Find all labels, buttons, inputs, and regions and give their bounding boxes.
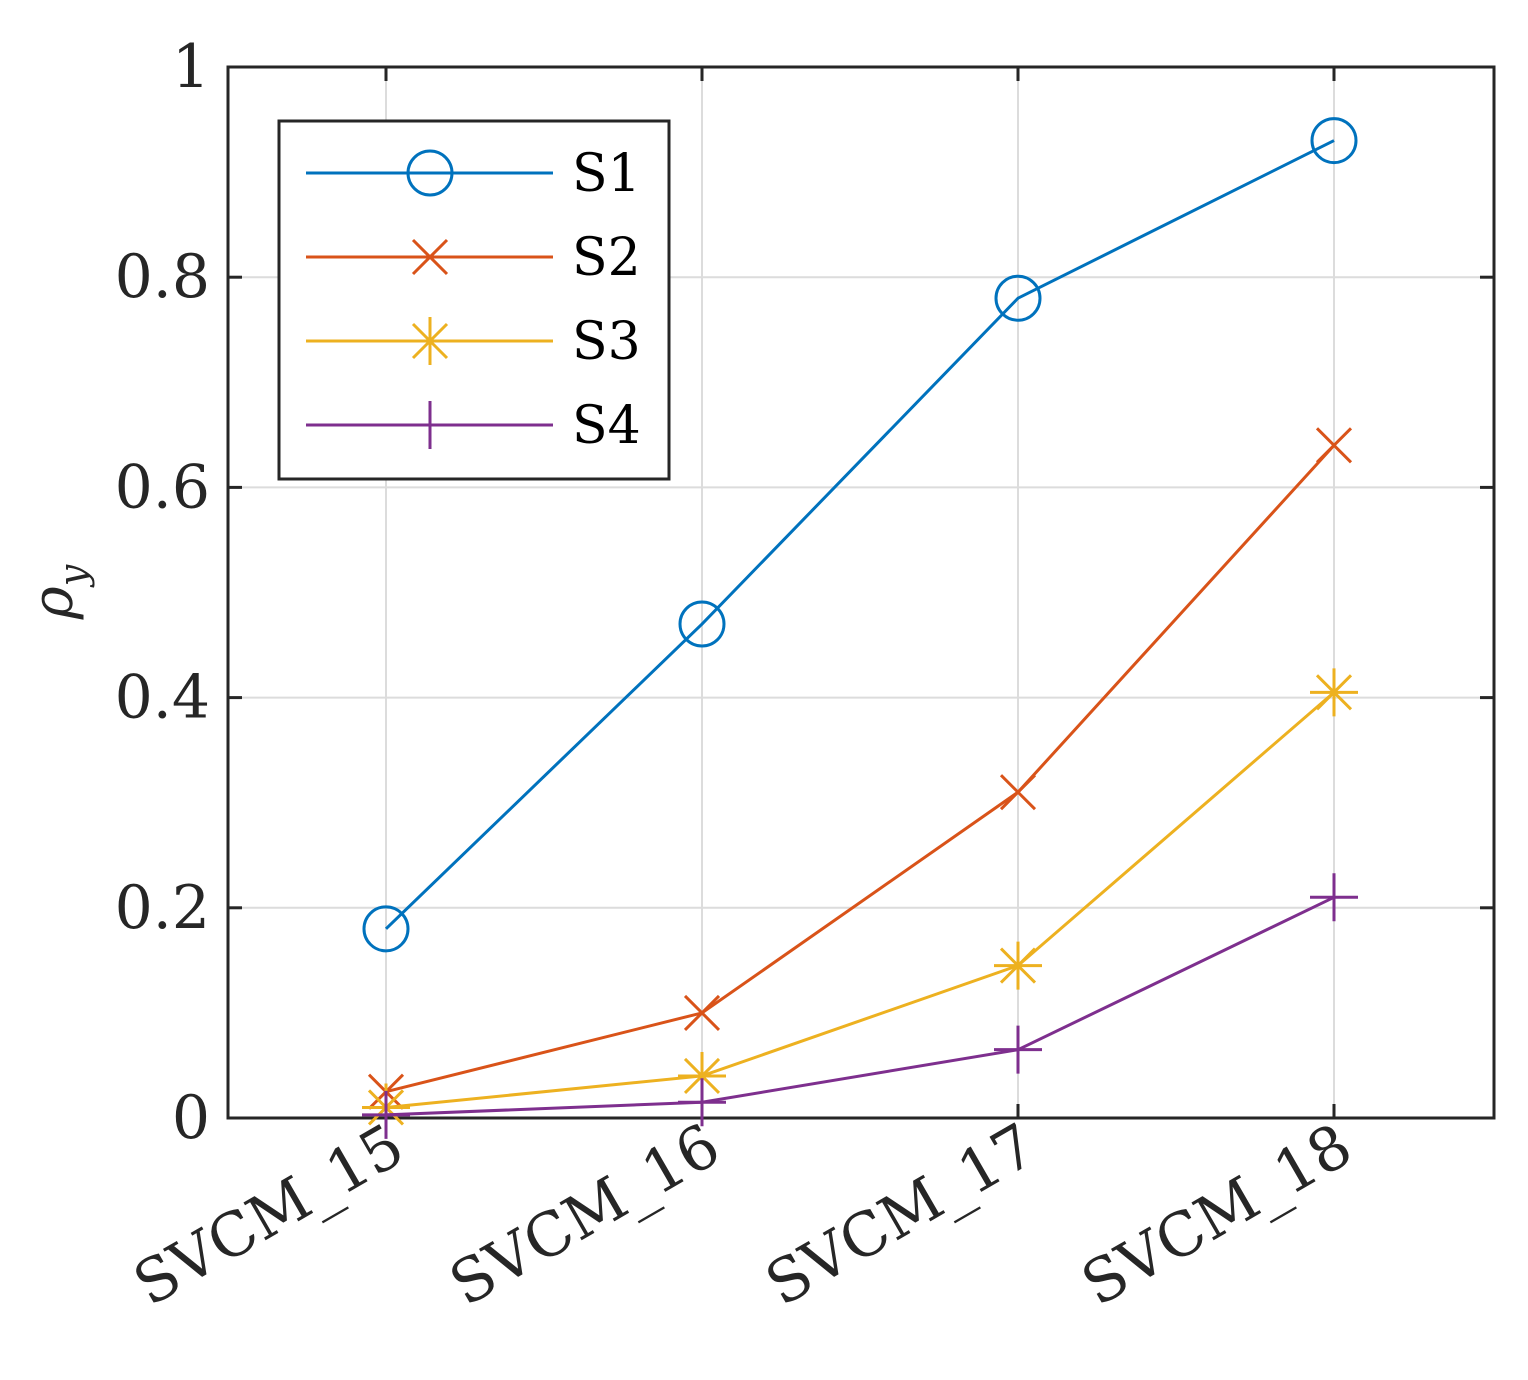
y-tick-label: 0.4 <box>115 663 210 733</box>
series-line-S2 <box>385 444 1336 1094</box>
legend-marker <box>406 317 454 365</box>
legend-item-S1: S1 <box>306 144 641 204</box>
legend-label: S1 <box>572 144 641 204</box>
y-tick-label: 0.2 <box>115 873 210 943</box>
legend-marker <box>411 238 449 276</box>
series-S1 <box>362 117 1358 953</box>
legend-marker <box>406 149 454 197</box>
series-line-S4 <box>385 895 1335 1117</box>
data-point-S2 <box>999 774 1037 811</box>
legend-item-S2: S2 <box>306 228 641 288</box>
y-tick-label: 0.8 <box>115 242 210 312</box>
legend-items: S1 S2 S3 S4 <box>306 144 641 456</box>
legend-marker <box>406 401 454 449</box>
legend-item-S3: S3 <box>306 312 641 372</box>
y-tick-label: 1 <box>172 32 210 102</box>
data-point-S4 <box>678 1078 726 1127</box>
y-tick-label: 0 <box>172 1083 210 1153</box>
y-axis-label: ρy <box>21 564 95 620</box>
legend-label: S3 <box>572 312 641 372</box>
data-point-S1 <box>1310 117 1358 165</box>
y-axis-label-subscript: y <box>51 564 95 588</box>
data-point-S4 <box>994 1025 1042 1074</box>
legend-label: S2 <box>572 228 641 288</box>
series-S4 <box>362 873 1358 1139</box>
plot-area-frame <box>226 65 1496 1120</box>
data-point-S4 <box>1310 873 1358 922</box>
series-group <box>362 117 1358 1139</box>
data-point-S3 <box>678 1051 726 1100</box>
legend-item-S4: S4 <box>306 396 641 456</box>
data-point-S1 <box>678 600 726 648</box>
y-tick-label: 0.6 <box>115 452 210 522</box>
data-point-S1 <box>362 905 410 953</box>
legend: S1 S2 S3 S4 <box>277 119 671 481</box>
data-point-S3 <box>1310 668 1358 717</box>
data-point-S2 <box>683 994 721 1031</box>
data-point-S2 <box>1315 427 1353 464</box>
data-point-S3 <box>994 941 1042 990</box>
y-tick-labels: 0 0.2 0.4 0.6 0.8 1 <box>115 32 210 1153</box>
legend-box <box>277 119 671 481</box>
series-line-S1 <box>384 139 1335 930</box>
series-line-S3 <box>385 691 1335 1109</box>
data-point-S4 <box>362 1090 410 1139</box>
y-axis-label-main: ρ <box>21 586 86 620</box>
legend-label: S4 <box>572 396 641 456</box>
data-point-S1 <box>994 274 1042 322</box>
